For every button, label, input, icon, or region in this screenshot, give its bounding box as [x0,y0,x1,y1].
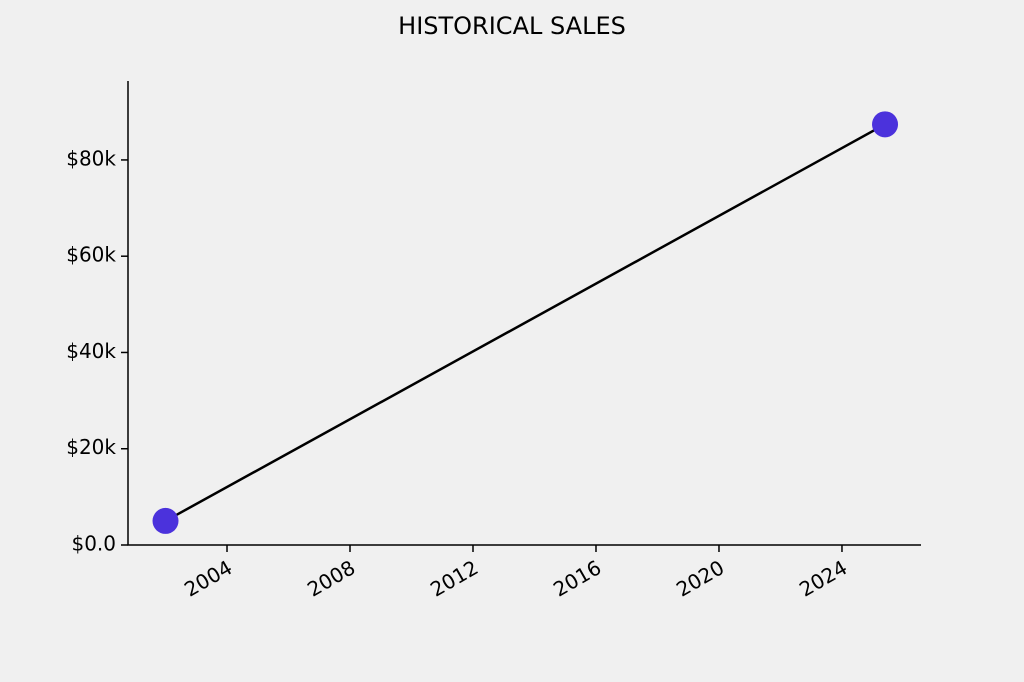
chart-title: HISTORICAL SALES [398,12,626,40]
y-tick-label: $60k [66,243,116,267]
y-tick-label: $20k [66,435,116,459]
line [164,123,886,523]
y-tick-label: $0.0 [71,532,116,556]
point [152,507,179,534]
y-tick-label: $40k [66,339,116,363]
y-tick-label: $80k [66,146,116,170]
point [872,111,899,138]
